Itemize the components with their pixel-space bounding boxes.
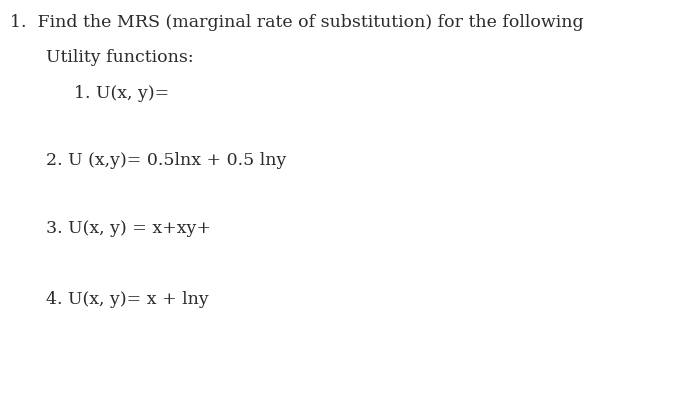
Text: 1. U(x, y)=: 1. U(x, y)= — [74, 85, 169, 102]
Text: 4. U(x, y)= x + lny: 4. U(x, y)= x + lny — [46, 291, 209, 308]
Text: 2. U (x,y)= 0.5lnx + 0.5 lny: 2. U (x,y)= 0.5lnx + 0.5 lny — [46, 152, 286, 169]
Text: Utility functions:: Utility functions: — [46, 50, 193, 67]
Text: 1.  Find the MRS (marginal rate of substitution) for the following: 1. Find the MRS (marginal rate of substi… — [10, 14, 584, 31]
Text: 3. U(x, y) = x+xy+: 3. U(x, y) = x+xy+ — [46, 220, 211, 237]
